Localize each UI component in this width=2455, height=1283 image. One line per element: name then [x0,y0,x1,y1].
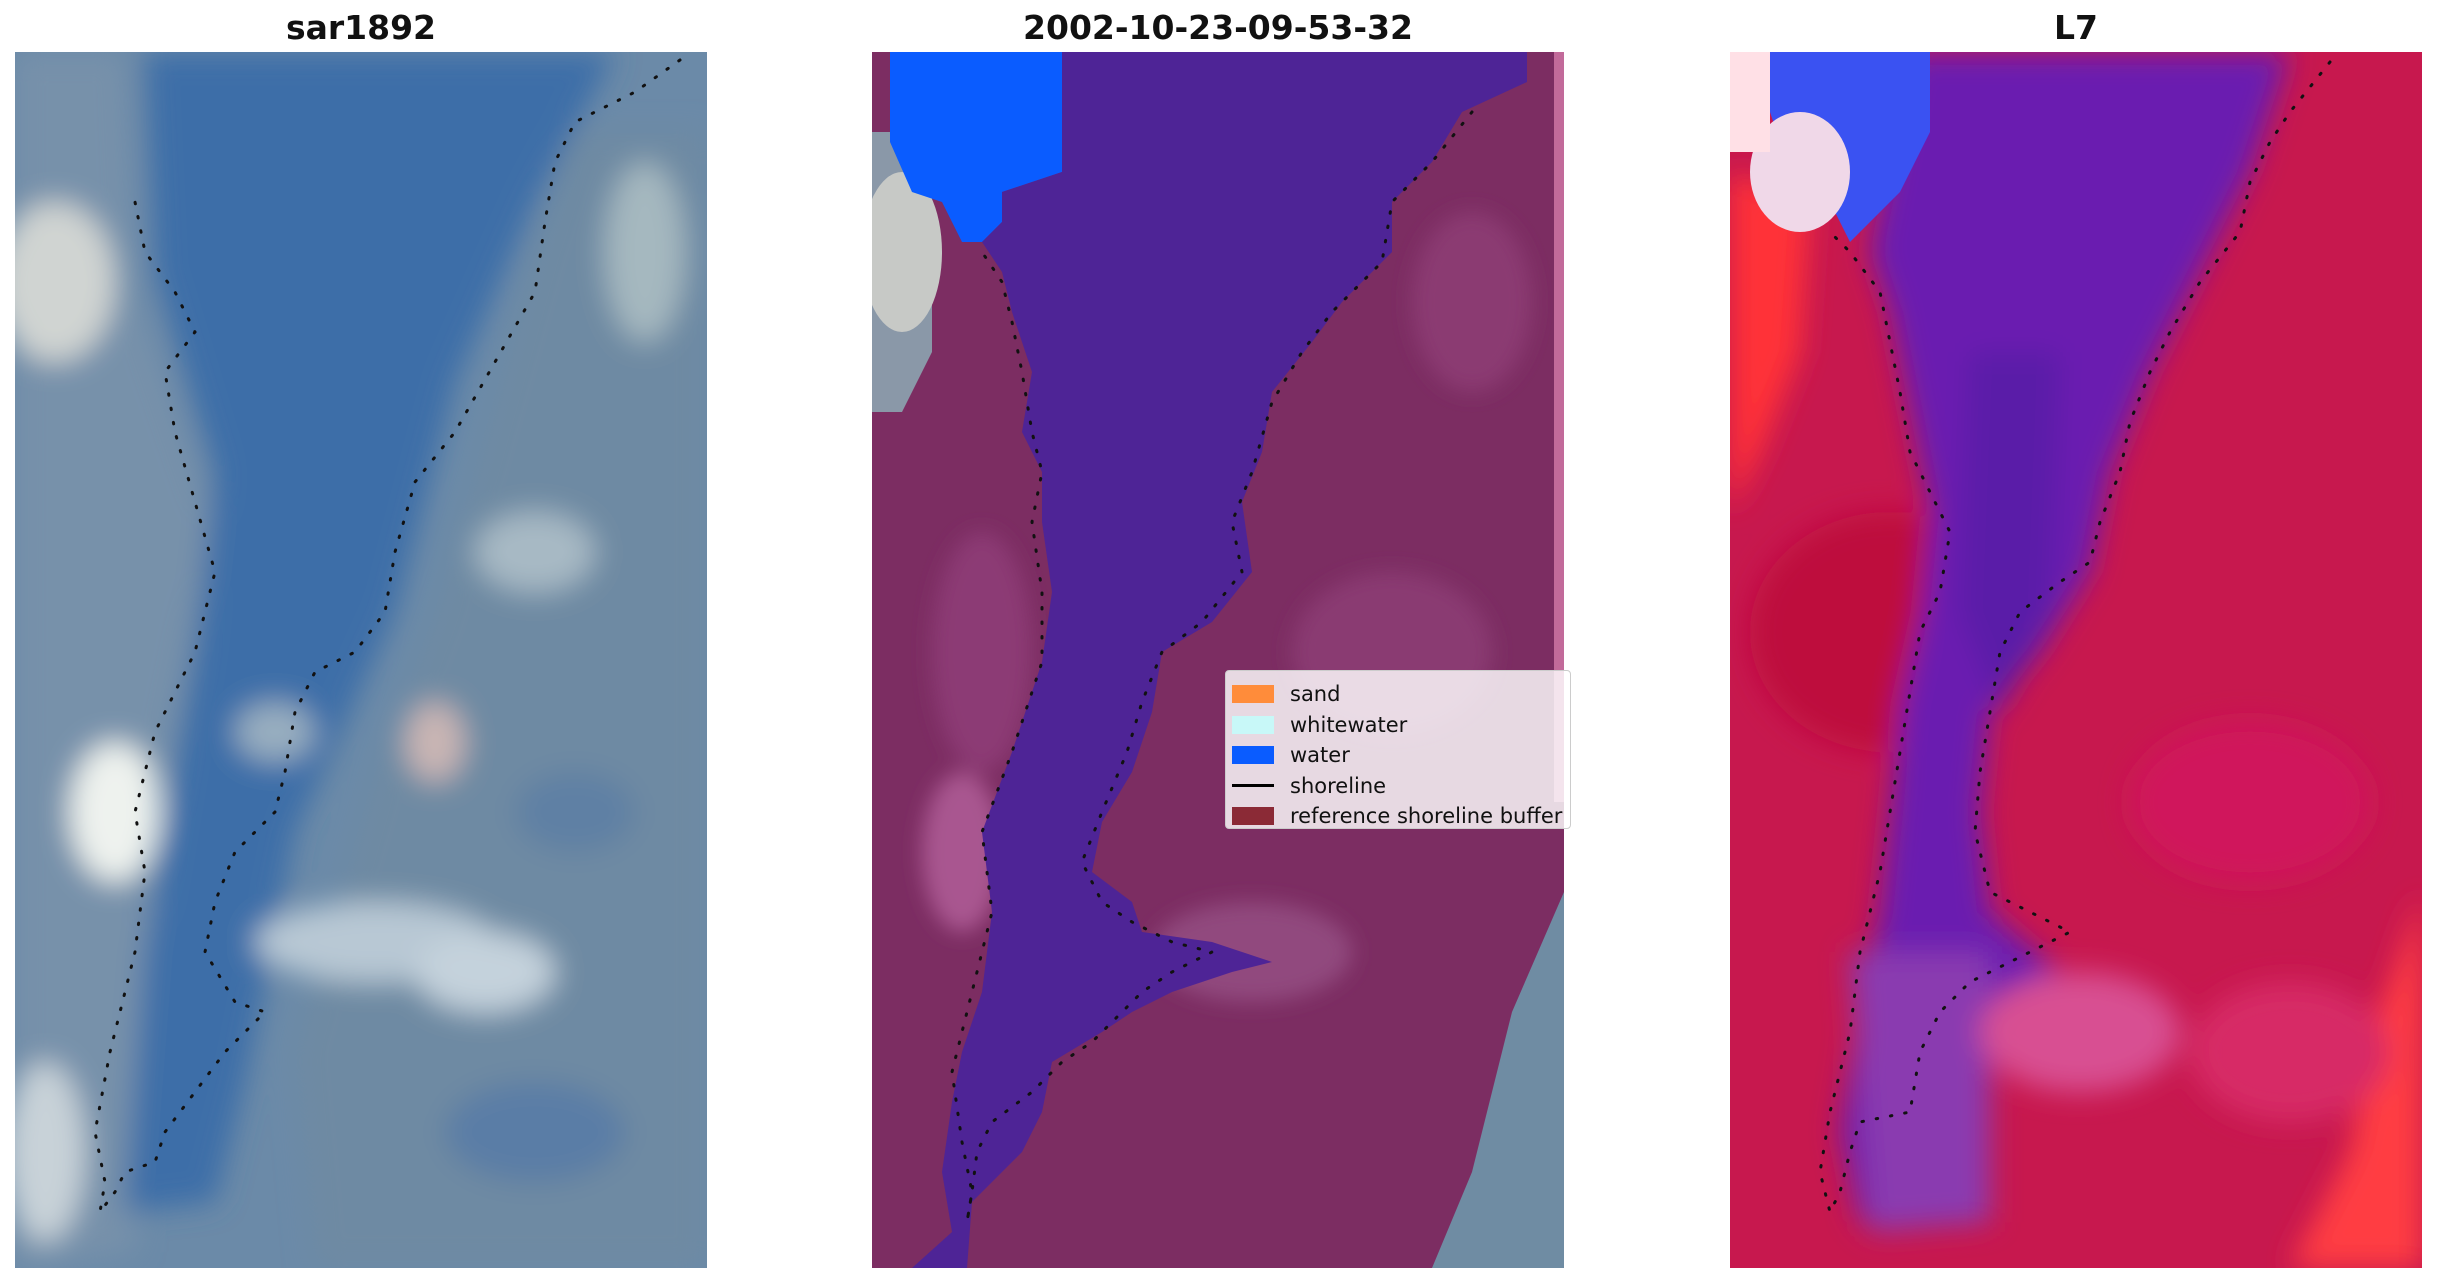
false-color-panel [1730,52,2422,1268]
legend-item-shoreline: shoreline [1232,771,1564,802]
legend-label-water: water [1290,743,1350,768]
legend-label-sand: sand [1290,682,1341,707]
legend-label-whitewater: whitewater [1290,712,1408,737]
sand-swatch-icon [1232,685,1274,704]
rgb-image-panel [15,52,707,1268]
panel-title-falsecolor: L7 [2054,8,2098,47]
panel-title-rgb: sar1892 [285,8,437,47]
legend-item-whitewater: whitewater [1232,710,1564,741]
reference-buffer-swatch-icon [1232,807,1274,826]
legend-item-water: water [1232,740,1564,771]
legend-item-sand: sand [1232,679,1564,710]
legend-label-reference-buffer: reference shoreline buffer [1290,804,1563,829]
whitewater-swatch-icon [1232,715,1274,734]
legend-label-shoreline: shoreline [1290,773,1387,798]
water-swatch-icon [1232,746,1274,765]
legend: sand whitewater water shoreline referenc… [1225,670,1571,829]
panel-title-classification: 2002-10-23-09-53-32 [1023,8,1413,47]
classification-panel [872,52,1564,1268]
legend-item-reference-buffer: reference shoreline buffer [1232,801,1564,832]
shoreline-line-icon [1232,784,1274,788]
